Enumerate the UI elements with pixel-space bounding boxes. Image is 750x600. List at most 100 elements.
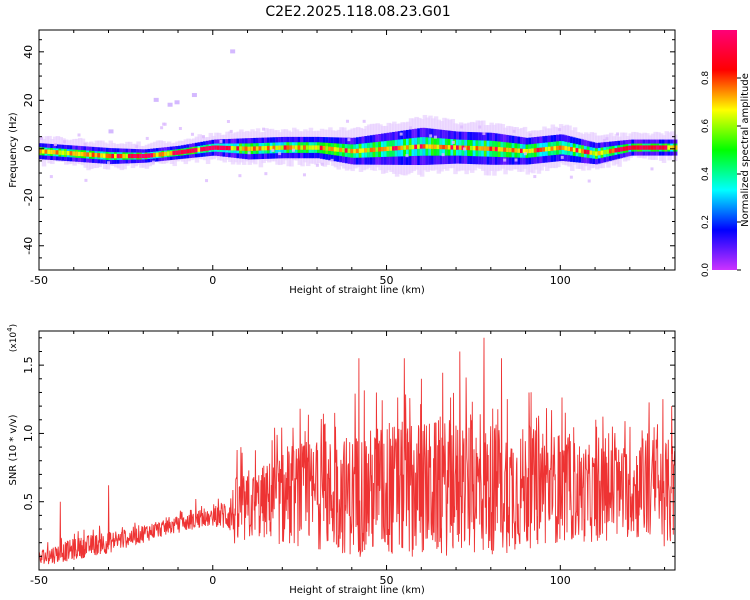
spectrogram-core-cell — [69, 151, 75, 156]
spectrogram-core-cell — [328, 146, 333, 151]
spectrogram-core-cell — [550, 146, 556, 151]
spectrogram-speck — [77, 133, 81, 137]
snr-xtick-label: 100 — [550, 574, 571, 587]
spectrogram-core-cell — [653, 145, 658, 150]
spectrogram-core-cell — [114, 153, 119, 159]
spectrogram-speck — [40, 136, 44, 140]
spectrogram-speck — [405, 154, 409, 158]
spectrogram-core-cell — [659, 145, 664, 150]
spectrogram-ytick-label: -20 — [22, 188, 35, 206]
spectrogram-core-cell — [228, 145, 233, 151]
spectrogram-core-cell — [583, 149, 589, 154]
spectrogram-core-cell — [442, 144, 447, 150]
snr-ytick-label: 0.5 — [22, 493, 35, 511]
spectrogram-speck — [460, 125, 464, 129]
spectrogram-core-cell — [278, 145, 283, 150]
spectrogram-core-cell — [506, 147, 511, 153]
spectrogram-speck — [399, 132, 403, 136]
spectrogram-core-cell — [458, 145, 464, 150]
svg-text:(x104): (x104) — [6, 324, 19, 352]
colorbar-ticks: 0.0 0.2 0.4 0.6 0.8 — [701, 71, 741, 278]
colorbar-label: Normalized spectral amplitude — [740, 73, 750, 227]
spectrogram-speck — [558, 128, 562, 132]
spectrogram-core-cell — [317, 145, 322, 150]
spectrogram-core-cell — [264, 146, 269, 151]
spectrogram-xtick-label: -50 — [30, 274, 48, 287]
spectrogram-core-cell — [600, 150, 606, 155]
spectrogram-ytick-label: 0 — [22, 145, 35, 152]
spectrogram-core-cell — [639, 145, 645, 150]
spectrogram-heatmap — [39, 49, 678, 183]
spectrogram-core-cell — [286, 145, 291, 150]
spectrogram-core-cell — [66, 150, 72, 156]
spectrogram-ytick-label: -40 — [22, 237, 35, 255]
spectrogram-core-cell — [61, 150, 66, 155]
spectrogram-core-cell — [545, 146, 550, 152]
spectrogram-core-cell — [453, 145, 458, 150]
snr-multiplier: (x104) — [6, 324, 19, 352]
spectrogram-speck — [441, 153, 445, 157]
spectrogram-speck — [238, 174, 242, 178]
spectrogram-speck — [514, 158, 518, 162]
spectrogram-core-cell — [622, 146, 628, 151]
spectrogram-core-cell — [205, 146, 211, 151]
spectrogram-speck — [271, 148, 275, 152]
spectrogram-speck — [602, 138, 606, 142]
spectrogram-core-cell — [91, 152, 97, 158]
spectrogram-core-cell — [197, 147, 202, 152]
spectrogram-core-cell — [628, 145, 633, 150]
spectrogram-core-cell — [211, 145, 216, 150]
spectrogram-core-cell — [333, 147, 339, 152]
spectrogram-core-cell — [570, 147, 575, 152]
spectrogram-core-cell — [102, 153, 108, 158]
spectrogram-core-cell — [375, 147, 380, 152]
spectrogram-speck — [174, 100, 180, 105]
spectrogram-core-cell — [272, 145, 278, 151]
spectrogram-core-cell — [514, 148, 519, 153]
chart-title: C2E2.2025.118.08.23.G01 — [265, 4, 450, 20]
spectrogram-core-cell — [595, 151, 600, 156]
spectrogram-core-cell — [589, 150, 595, 155]
spectrogram-speck — [201, 135, 205, 139]
spectrogram-core-cell — [369, 147, 375, 153]
spectrogram-core-cell — [164, 151, 169, 157]
spectrogram-speck — [320, 162, 324, 166]
spectrogram-core-cell — [150, 153, 155, 158]
spectrogram-core-cell — [564, 146, 569, 151]
snr-frame — [38, 330, 676, 571]
spectrogram-xtick-label: 0 — [209, 274, 216, 287]
spectrogram-core-cell — [392, 146, 397, 151]
spectrogram-speck — [315, 163, 319, 167]
spectrogram-speck — [345, 119, 349, 123]
spectrogram-core-cell — [525, 149, 531, 154]
spectrogram-speck — [135, 145, 139, 149]
spectrogram-speck — [451, 140, 455, 144]
spectrogram-core-cell — [575, 148, 581, 153]
spectrogram-core-cell — [342, 148, 347, 153]
spectrogram-core-cell — [586, 150, 592, 155]
spectrogram-ytick-label: 40 — [22, 45, 35, 59]
spectrogram-core-cell — [266, 145, 272, 151]
spectrogram-speck — [512, 129, 516, 133]
spectrogram-speck — [264, 172, 268, 176]
spectrogram-core-cell — [55, 150, 61, 155]
spectrogram-core-cell — [44, 149, 50, 154]
spectrogram-speck — [83, 142, 87, 146]
spectrogram-axes: -50 0 50 100 -40 -20 0 20 40 — [22, 30, 675, 287]
spectrogram-speck — [523, 152, 527, 156]
spectrogram-core-cell — [533, 148, 539, 153]
spectrogram-core-cell — [300, 145, 305, 150]
spectrogram-core-cell — [208, 145, 214, 151]
spectrogram-core-cell — [319, 145, 325, 151]
spectrogram-core-cell — [116, 153, 122, 159]
spectrogram-core-cell — [72, 151, 77, 156]
spectrogram-core-cell — [358, 148, 364, 153]
spectrogram-core-cell — [75, 151, 80, 156]
spectrogram-core-cell — [175, 150, 180, 155]
colorbar-tick-label: 0.0 — [701, 263, 711, 278]
spectrogram-core-cell — [247, 146, 253, 151]
spectrogram-core-cell — [186, 149, 191, 154]
spectrogram-core-cell — [347, 148, 353, 153]
spectrogram-core-cell — [425, 144, 430, 149]
spectrogram-core-cell — [531, 148, 536, 153]
